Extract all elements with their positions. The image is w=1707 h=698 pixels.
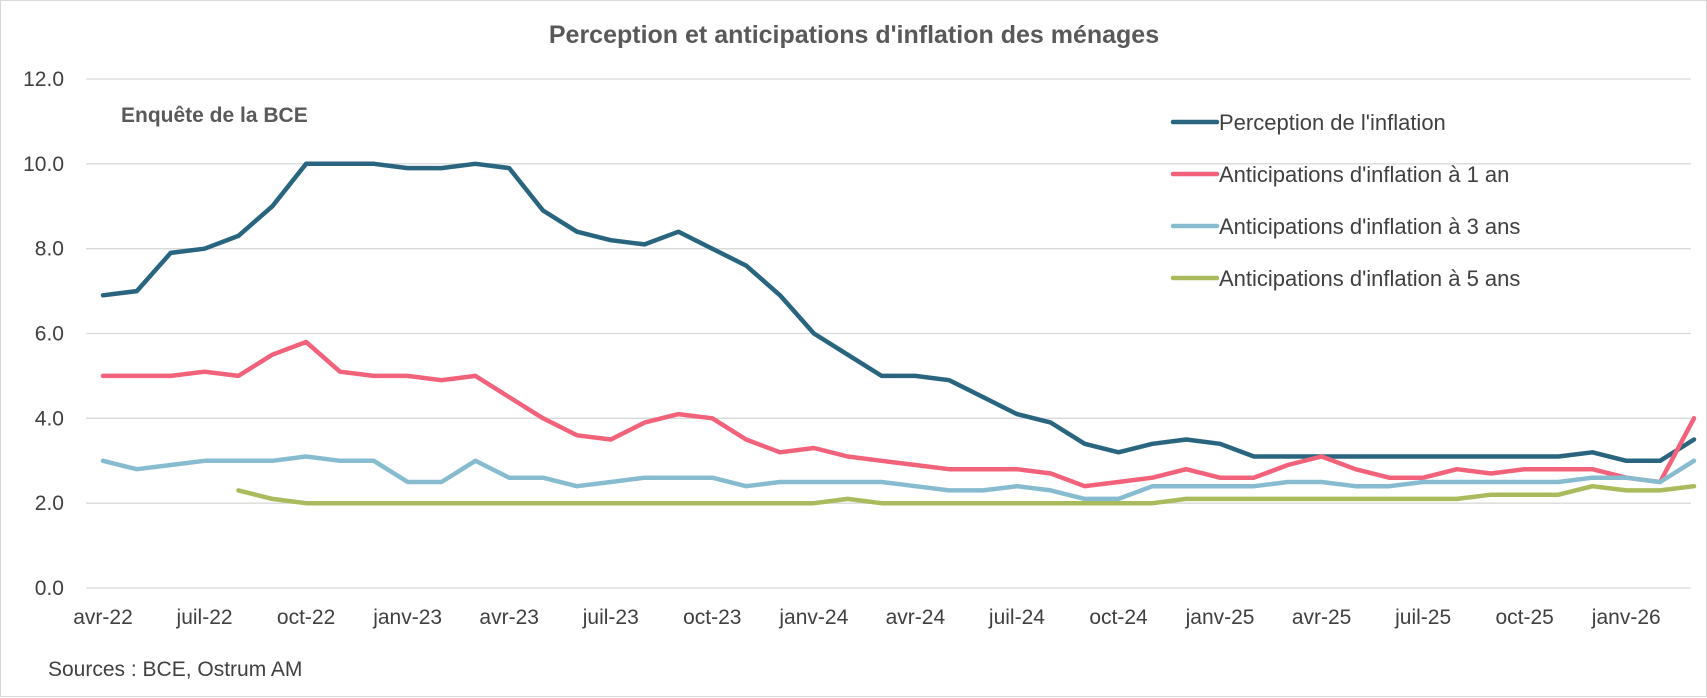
x-tick-label: oct-25 [1496,606,1554,629]
y-tick-label: 2.0 [35,492,64,515]
legend: Perception de l'inflation Anticipations d… [1170,110,1520,291]
gridlines [86,78,1691,589]
source-note: Sources : BCE, Ostrum AM [48,658,302,681]
x-tick-label: avr-24 [886,606,946,629]
x-tick-label: janv-26 [1591,606,1661,629]
y-tick-label: 0.0 [35,577,64,600]
x-tick-label: avr-25 [1292,606,1352,629]
y-tick-label: 10.0 [23,153,64,176]
legend-label: Anticipations d'inflation à 3 ans [1219,214,1520,239]
series-line-4 [236,483,1697,506]
y-axis-ticks: 0.0 2.0 4.0 6.0 8.0 10.0 12.0 [23,68,64,600]
x-tick-label: janv-23 [372,606,442,629]
x-tick-label: oct-22 [277,606,335,629]
x-tick-label: janv-24 [778,606,848,629]
legend-label: Perception de l'inflation [1219,110,1446,135]
x-tick-label: avr-22 [73,606,133,629]
chart-subtitle: Enquête de la BCE [121,104,308,127]
x-tick-label: juil-23 [582,606,639,629]
series-line-1 [100,161,1697,464]
x-tick-label: juil-25 [1394,606,1451,629]
x-tick-label: juil-24 [988,606,1045,629]
x-tick-label: avr-23 [479,606,539,629]
x-tick-label: janv-25 [1185,606,1255,629]
x-tick-label: juil-22 [176,606,233,629]
series-line-3 [100,454,1697,502]
x-tick-label: oct-24 [1089,606,1148,629]
chart-title: Perception et anticipations d'inflation … [549,21,1159,49]
legend-label: Anticipations d'inflation à 5 ans [1219,266,1520,291]
series-line-2 [100,339,1697,489]
y-tick-label: 8.0 [35,238,64,261]
y-tick-label: 6.0 [35,323,64,346]
series-lines [100,161,1697,506]
y-tick-label: 4.0 [35,407,64,430]
legend-label: Anticipations d'inflation à 1 an [1219,162,1509,187]
y-tick-label: 12.0 [23,68,64,91]
x-tick-label: oct-23 [683,606,741,629]
x-axis-ticks: avr-22 juil-22 oct-22 janv-23 avr-23 juil-23 o… [73,606,1660,629]
